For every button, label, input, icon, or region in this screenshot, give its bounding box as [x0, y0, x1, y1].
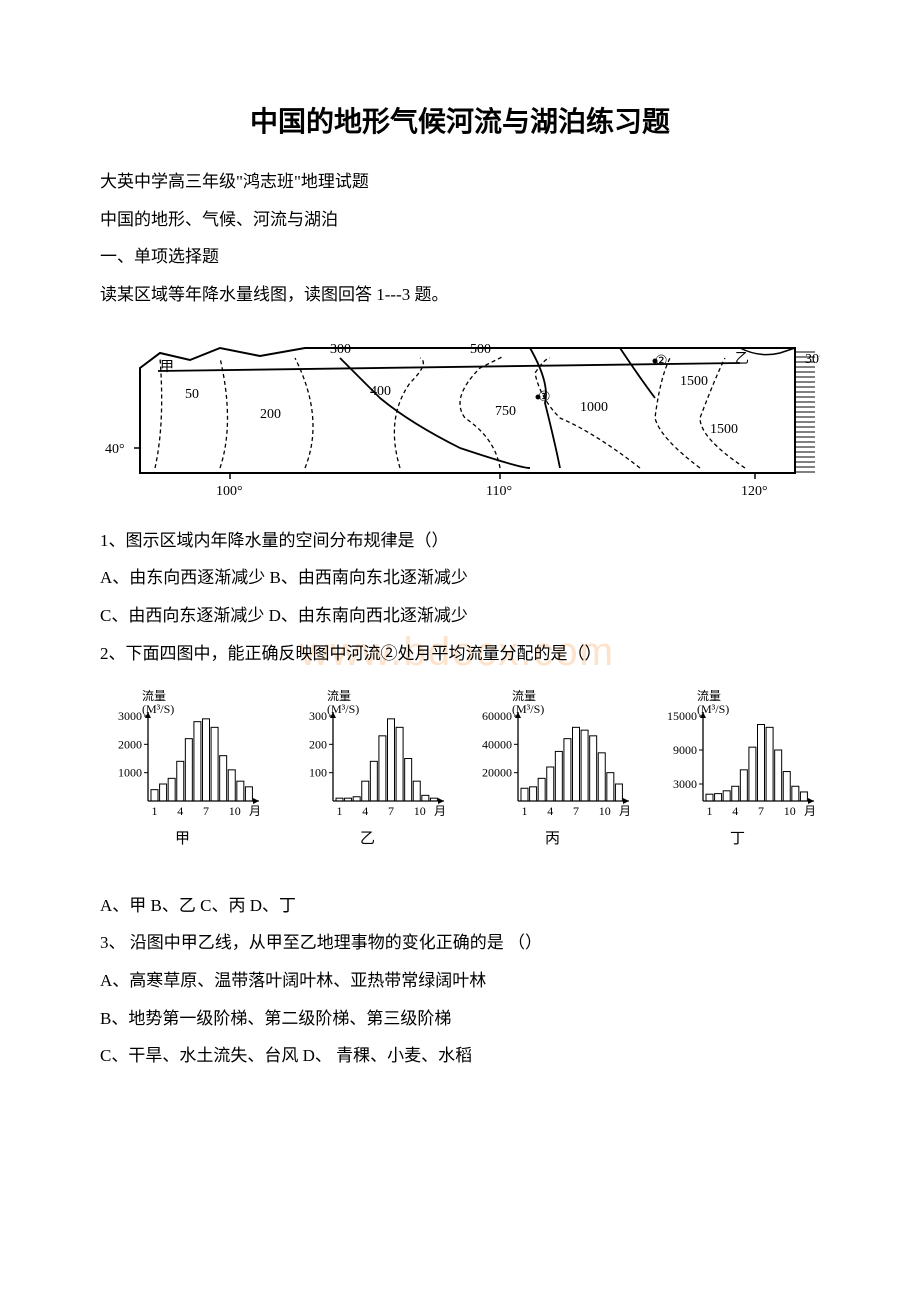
- chart-jia: 流量(M³/S)3000 2000 1000 1 4 7 10 月 甲: [100, 686, 265, 848]
- svg-text:月: 月: [249, 804, 261, 818]
- chart-bing-svg: 流量(M³/S)60000 40000 20000 1 4 7 10 月: [470, 686, 635, 821]
- svg-text:120°: 120°: [741, 484, 768, 499]
- chart-ding-label: 丁: [655, 827, 820, 848]
- svg-text:500: 500: [470, 342, 491, 357]
- chart-jia-svg: 流量(M³/S)3000 2000 1000 1 4 7 10 月: [100, 686, 265, 821]
- svg-text:60000: 60000: [482, 709, 512, 723]
- svg-text:110°: 110°: [486, 484, 512, 499]
- svg-text:1000: 1000: [580, 400, 608, 415]
- svg-text:7: 7: [388, 804, 394, 818]
- svg-text:(M³/S): (M³/S): [697, 702, 729, 716]
- svg-text:流量: 流量: [512, 689, 536, 703]
- svg-text:9000: 9000: [673, 743, 697, 757]
- svg-text:200: 200: [260, 407, 281, 422]
- svg-text:300: 300: [330, 342, 351, 357]
- svg-text:1000: 1000: [118, 765, 142, 779]
- svg-text:20000: 20000: [482, 765, 512, 779]
- svg-text:400: 400: [370, 384, 391, 399]
- svg-text:(M³/S): (M³/S): [327, 702, 359, 716]
- svg-text:7: 7: [758, 804, 764, 818]
- svg-text:1500: 1500: [680, 374, 708, 389]
- question-1-options-cd: C、由西向东逐渐减少 D、由东南向西北逐渐减少: [100, 598, 820, 634]
- precipitation-map: 50200300400500750100015001500甲乙①②100°110…: [100, 323, 820, 503]
- chart-bing: 流量(M³/S)60000 40000 20000 1 4 7 10 月 丙: [470, 686, 635, 848]
- subtitle-2: 中国的地形、气候、河流与湖泊: [100, 202, 820, 238]
- svg-text:15000: 15000: [667, 709, 697, 723]
- chart-ding: 流量(M³/S)15000 9000 3000 1 4 7 10 月 丁: [655, 686, 820, 848]
- svg-text:50: 50: [185, 387, 199, 402]
- question-2-options: A、甲 B、乙 C、丙 D、丁: [100, 888, 820, 924]
- svg-text:(M³/S): (M³/S): [512, 702, 544, 716]
- question-1: 1、图示区域内年降水量的空间分布规律是（）: [100, 523, 820, 559]
- svg-text:7: 7: [573, 804, 579, 818]
- question-2: 2、下面四图中，能正确反映图中河流②处月平均流量分配的是（）: [100, 636, 820, 672]
- svg-text:1: 1: [152, 804, 158, 818]
- question-3-option-a: A、高寒草原、温带落叶阔叶林、亚热带常绿阔叶林: [100, 963, 820, 999]
- svg-text:月: 月: [434, 804, 446, 818]
- svg-text:100: 100: [309, 765, 327, 779]
- svg-text:30°: 30°: [805, 352, 820, 367]
- svg-text:流量: 流量: [327, 689, 351, 703]
- svg-text:流量: 流量: [142, 689, 166, 703]
- map-svg: 50200300400500750100015001500甲乙①②100°110…: [100, 323, 820, 503]
- chart-jia-label: 甲: [100, 827, 265, 848]
- chart-ding-svg: 流量(M³/S)15000 9000 3000 1 4 7 10 月: [655, 686, 820, 821]
- svg-text:4: 4: [732, 804, 738, 818]
- chart-yi: 流量(M³/S)300 200 100 1 4 7 10 月 乙: [285, 686, 450, 848]
- svg-text:3000: 3000: [673, 777, 697, 791]
- subtitle-1: 大英中学高三年级"鸿志班"地理试题: [100, 164, 820, 200]
- svg-text:甲: 甲: [160, 360, 174, 375]
- svg-text:(M³/S): (M³/S): [142, 702, 174, 716]
- question-1-options-ab: A、由东向西逐渐减少 B、由西南向东北逐渐减少: [100, 560, 820, 596]
- chart-yi-svg: 流量(M³/S)300 200 100 1 4 7 10 月: [285, 686, 450, 821]
- intro-text: 读某区域等年降水量线图，读图回答 1---3 题。: [100, 277, 820, 313]
- svg-text:40000: 40000: [482, 737, 512, 751]
- svg-text:乙: 乙: [735, 351, 749, 367]
- svg-text:750: 750: [495, 404, 516, 419]
- svg-text:2000: 2000: [118, 737, 142, 751]
- svg-text:4: 4: [362, 804, 368, 818]
- svg-text:流量: 流量: [697, 689, 721, 703]
- question-3-option-c: C、干旱、水土流失、台风 D、 青稞、小麦、水稻: [100, 1038, 820, 1074]
- svg-text:7: 7: [203, 804, 209, 818]
- chart-bing-label: 丙: [470, 827, 635, 848]
- svg-text:10: 10: [229, 804, 241, 818]
- question-3: 3、 沿图中甲乙线，从甲至乙地理事物的变化正确的是 （）: [100, 925, 820, 961]
- section-heading: 一、单项选择题: [100, 239, 820, 275]
- svg-text:1: 1: [337, 804, 343, 818]
- svg-text:40°: 40°: [105, 442, 125, 457]
- svg-text:1500: 1500: [710, 422, 738, 437]
- svg-text:10: 10: [414, 804, 426, 818]
- flow-charts-row: 流量(M³/S)30002000100014710月 甲 流量(M³/S)300…: [100, 686, 820, 848]
- page-title: 中国的地形气候河流与湖泊练习题: [100, 100, 820, 140]
- svg-text:300: 300: [309, 709, 327, 723]
- svg-text:3000: 3000: [118, 709, 142, 723]
- svg-text:10: 10: [599, 804, 611, 818]
- svg-text:10: 10: [784, 804, 796, 818]
- svg-text:月: 月: [619, 804, 631, 818]
- svg-text:月: 月: [804, 804, 816, 818]
- svg-text:200: 200: [309, 737, 327, 751]
- question-3-option-b: B、地势第一级阶梯、第二级阶梯、第三级阶梯: [100, 1001, 820, 1037]
- svg-text:100°: 100°: [216, 484, 243, 499]
- svg-text:1: 1: [707, 804, 713, 818]
- svg-text:4: 4: [547, 804, 553, 818]
- document-content: 中国的地形气候河流与湖泊练习题 大英中学高三年级"鸿志班"地理试题 中国的地形、…: [100, 100, 820, 1074]
- svg-text:4: 4: [177, 804, 183, 818]
- svg-text:1: 1: [522, 804, 528, 818]
- chart-yi-label: 乙: [285, 827, 450, 848]
